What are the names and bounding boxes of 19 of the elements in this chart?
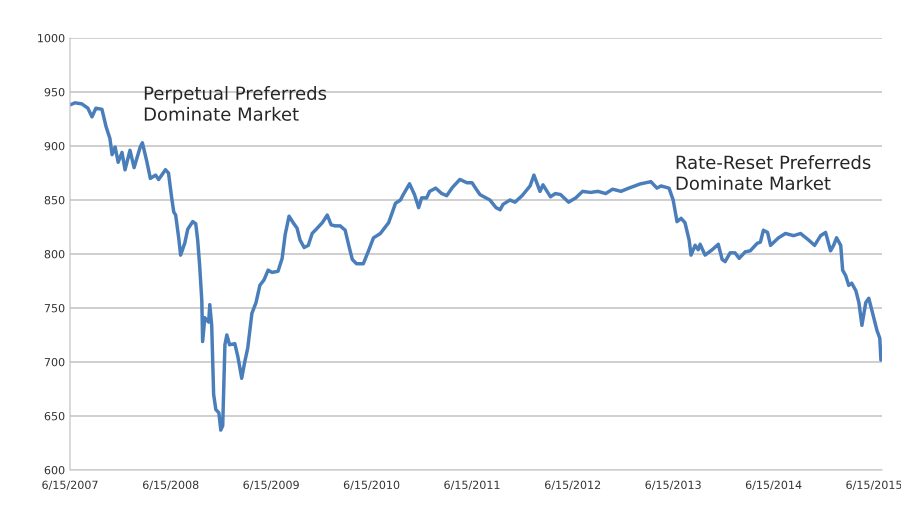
x-tick-label: 6/15/2014	[746, 480, 802, 490]
annotation: Rate-Reset Preferreds Dominate Market	[676, 155, 870, 190]
y-tick-label: 950	[44, 88, 64, 96]
y-tick-label: 900	[44, 142, 64, 150]
y-tick-label: 600	[44, 466, 64, 474]
y-tick-label: 850	[44, 196, 64, 204]
y-tick-label: 1000	[38, 34, 64, 42]
x-tick-label: 6/15/2013	[645, 480, 701, 490]
y-tick-label: 650	[44, 412, 64, 420]
y-tick-label: 750	[44, 304, 64, 312]
x-tick-label: 6/15/2007	[42, 480, 98, 490]
x-tick-label: 6/15/2011	[444, 480, 500, 490]
y-tick-label: 700	[44, 358, 64, 366]
annotation: Perpetual Preferreds Dominate Market	[144, 86, 326, 121]
x-tick-label: 6/15/2012	[545, 480, 600, 490]
x-tick-label: 6/15/2009	[243, 480, 299, 490]
x-tick-label: 6/15/2008	[143, 480, 198, 490]
y-tick-label: 800	[44, 250, 64, 258]
x-tick-label: 6/15/2010	[344, 480, 400, 490]
